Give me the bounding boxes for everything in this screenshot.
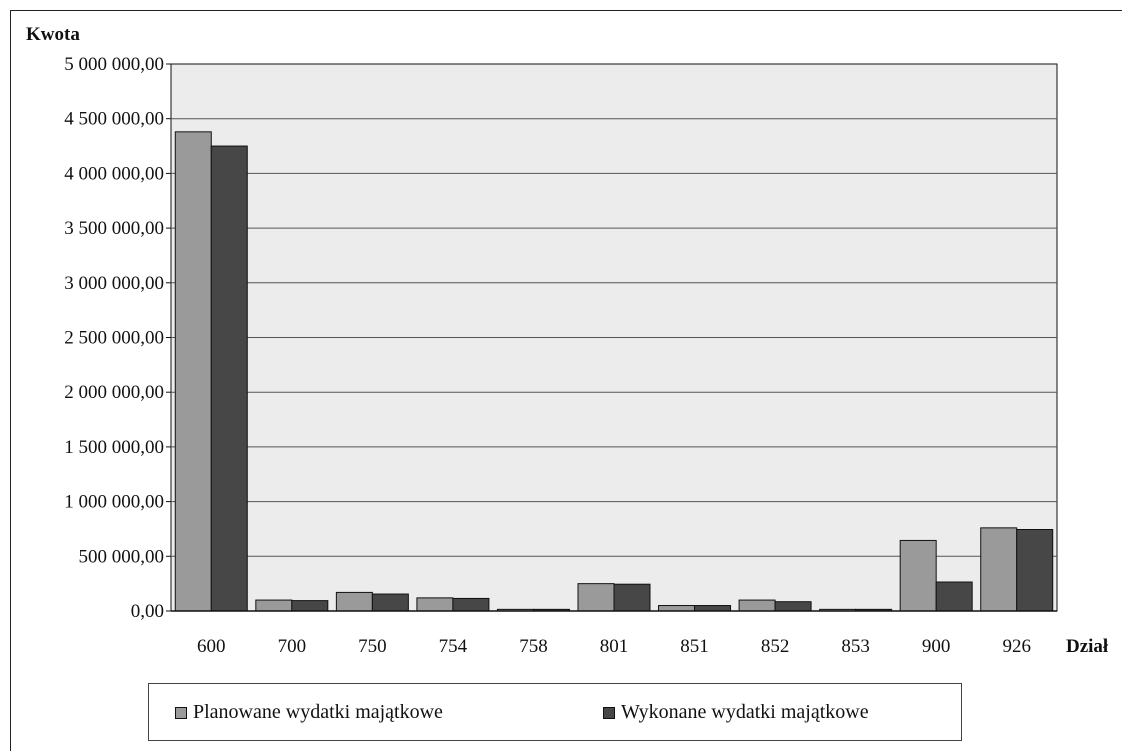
- bar-executed-801: [613, 583, 651, 612]
- y-tick-label: 1 500 000,00: [64, 437, 164, 458]
- x-tick-label: 851: [680, 636, 709, 657]
- chart-frame: [10, 10, 1122, 751]
- bar-executed-900: [935, 581, 973, 612]
- x-tick-label: 754: [439, 636, 468, 657]
- x-axis-title: Dział: [1066, 636, 1109, 657]
- bar-executed-750: [371, 593, 409, 612]
- y-tick-label: 3 500 000,00: [64, 218, 164, 239]
- x-tick-label: 700: [278, 636, 307, 657]
- bar-planned-851: [658, 605, 696, 612]
- legend-swatch-executed: [603, 706, 615, 719]
- legend-label-executed: Wykonane wydatki majątkowe: [621, 701, 869, 723]
- bar-planned-750: [335, 591, 373, 612]
- x-tick-label: 758: [519, 636, 548, 657]
- bars: [171, 131, 1057, 612]
- y-tick-label: 500 000,00: [79, 546, 165, 567]
- y-tick-label: 0,00: [131, 601, 164, 622]
- bar-executed-754: [452, 597, 490, 612]
- legend-item-planned: Planowane wydatki majątkowe: [175, 701, 443, 724]
- y-tick-label: 4 000 000,00: [64, 163, 164, 184]
- bar-planned-900: [899, 539, 937, 612]
- bar-executed-852: [774, 601, 812, 612]
- bar-executed-600: [210, 145, 248, 612]
- x-tick-labels: 600 700 750 754 758 801 851 852 853 900 926: [197, 636, 1031, 657]
- legend: Planowane wydatki majątkowe Wykonane wyd…: [148, 683, 962, 741]
- y-tick-label: 1 000 000,00: [64, 492, 164, 513]
- x-tick-label: 750: [358, 636, 387, 657]
- bar-planned-754: [416, 597, 454, 612]
- y-tick-label: 3 000 000,00: [64, 273, 164, 294]
- bar-executed-851: [694, 605, 732, 612]
- y-tick-label: 2 000 000,00: [64, 382, 164, 403]
- legend-label-planned: Planowane wydatki majątkowe: [193, 701, 443, 723]
- y-axis-title: Kwota: [26, 24, 80, 45]
- y-tick-label: 4 500 000,00: [64, 109, 164, 130]
- y-tick-label: 5 000 000,00: [64, 54, 164, 75]
- x-tick-label: 926: [1002, 636, 1031, 657]
- x-tick-label: 801: [600, 636, 629, 657]
- bar-planned-700: [255, 599, 293, 612]
- x-tick-label: 600: [197, 636, 226, 657]
- legend-swatch-planned: [175, 706, 187, 719]
- gridlines: [166, 63, 1057, 612]
- bar-planned-801: [577, 583, 615, 612]
- bar-planned-600: [174, 131, 212, 612]
- y-tick-label: 2 500 000,00: [64, 328, 164, 349]
- bar-chart: 0,00 500 000,00 1 000 000,00 1 500 000,00 2 …: [26, 24, 1109, 657]
- bar-planned-926: [980, 527, 1018, 612]
- y-tick-labels: 0,00 500 000,00 1 000 000,00 1 500 000,00 2 …: [64, 54, 164, 622]
- x-tick-label: 852: [761, 636, 790, 657]
- legend-item-executed: Wykonane wydatki majątkowe: [603, 701, 869, 724]
- bar-executed-926: [1016, 528, 1054, 612]
- bar-executed-700: [291, 600, 329, 612]
- bar-planned-852: [738, 599, 776, 612]
- x-tick-label: 900: [922, 636, 951, 657]
- x-tick-label: 853: [841, 636, 870, 657]
